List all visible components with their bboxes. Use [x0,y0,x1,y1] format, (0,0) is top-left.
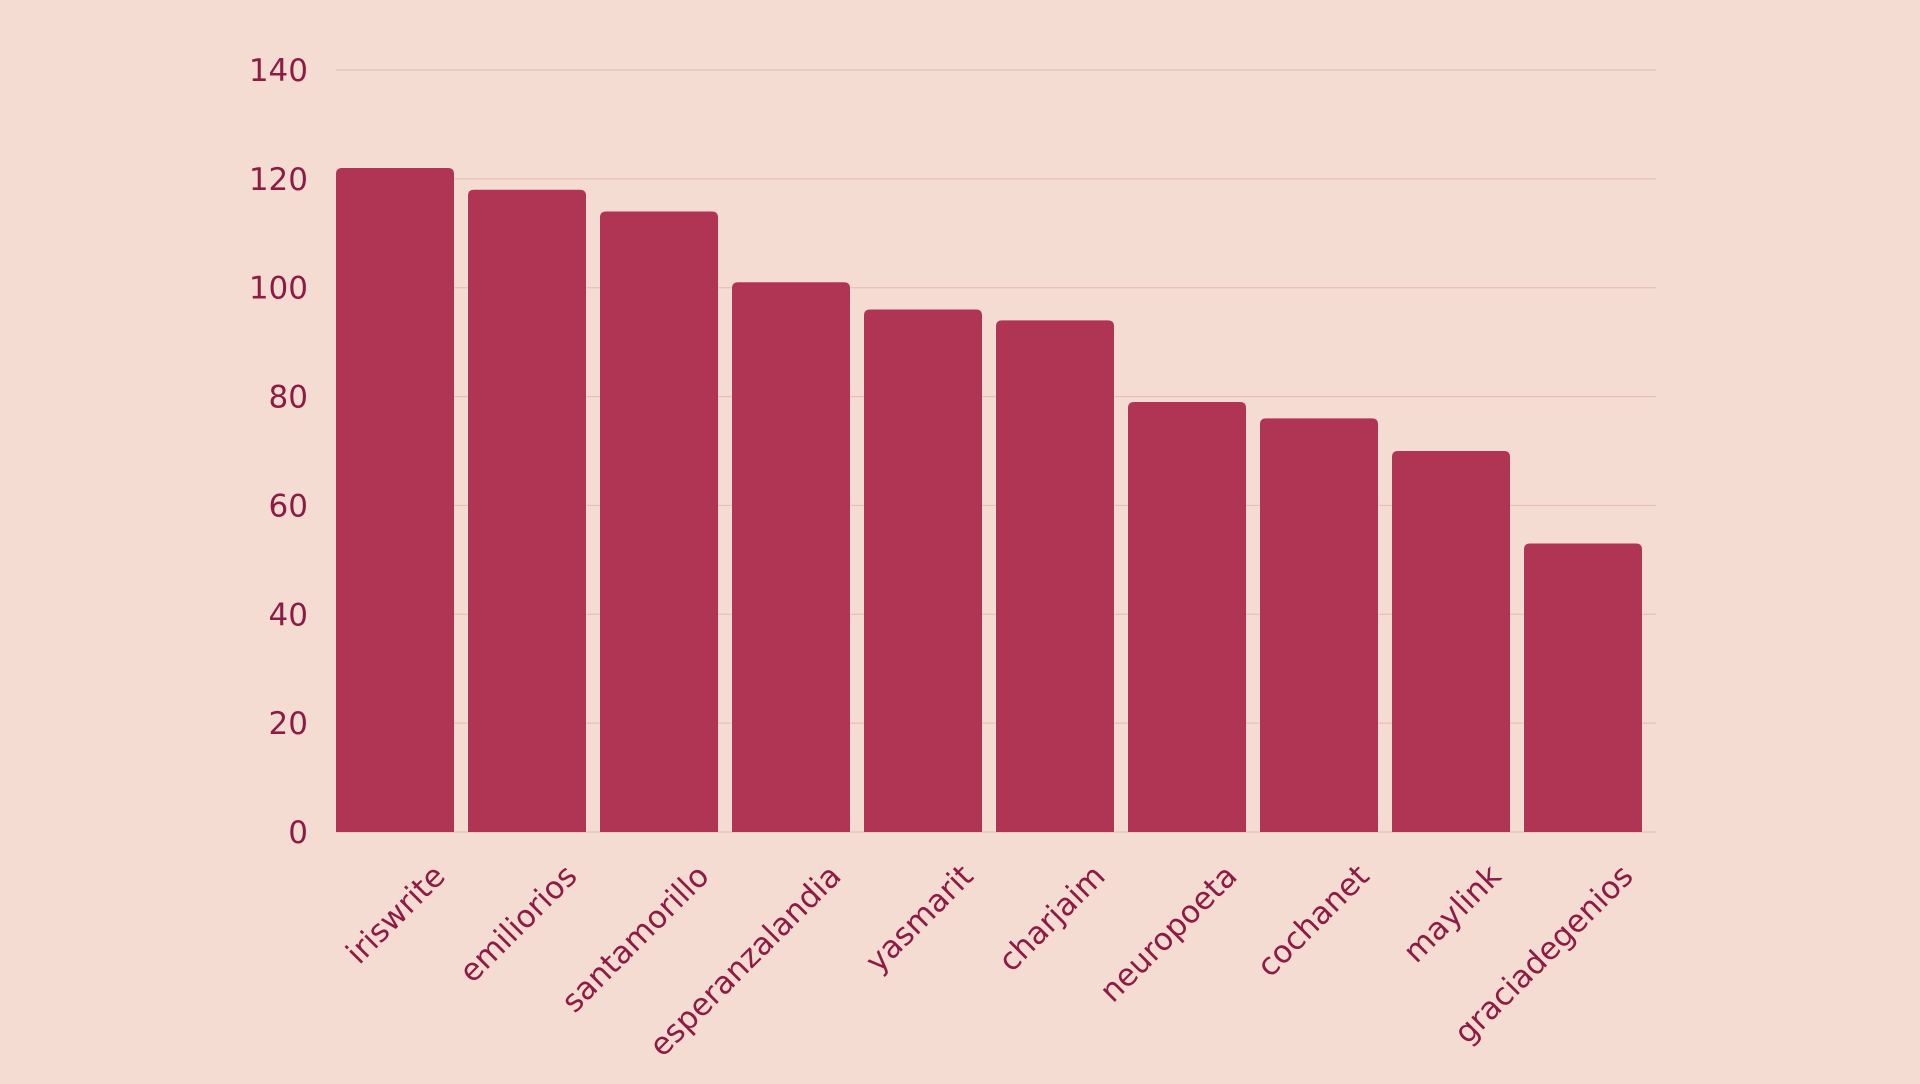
bar-cochanet [1260,418,1378,832]
y-axis-tick-labels: 0 20 40 60 80 100 120 140 [249,53,308,851]
y-tick-label: 40 [269,597,308,633]
y-tick-label: 0 [288,815,308,851]
bar-maylink [1392,451,1510,832]
x-tick-label: yasmarit [859,858,981,980]
bar-emiliorios [468,189,586,832]
bar-charjaim [996,320,1114,832]
y-tick-label: 100 [249,271,308,307]
y-tick-label: 120 [249,162,308,198]
y-tick-label: 60 [269,488,308,524]
x-tick-label: neuropoeta [1093,858,1245,1010]
x-tick-label: emiliorios [453,858,585,990]
bar-yasmarit [864,309,982,832]
x-tick-label: maylink [1397,858,1509,970]
bar-santamorillo [600,211,718,832]
x-tick-label: iriswrite [339,858,452,971]
x-axis-tick-labels: iriswrite emilioriossantamorilloesperanza… [339,858,1640,1064]
y-tick-label: 20 [269,706,308,742]
x-tick-label: charjaim [992,858,1113,979]
bar-iriswrite [336,167,454,832]
bar-graciadegenios [1524,543,1642,832]
bar-esperanzalandia [732,282,850,832]
bar-neuropoeta [1128,402,1246,832]
x-tick-label: cochanet [1250,858,1376,984]
bars [336,167,1642,832]
y-tick-label: 80 [269,380,308,416]
y-tick-label: 140 [249,53,308,89]
